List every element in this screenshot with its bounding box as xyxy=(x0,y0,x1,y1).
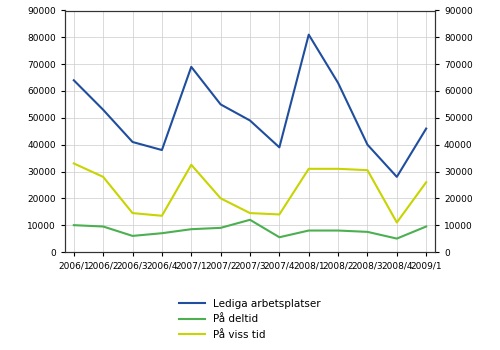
På viss tid xyxy=(247,211,253,215)
På deltid xyxy=(364,230,370,234)
På deltid xyxy=(218,226,224,230)
På viss tid xyxy=(71,161,77,166)
Lediga arbetsplatser xyxy=(159,148,165,152)
På viss tid xyxy=(276,212,282,217)
Lediga arbetsplatser xyxy=(423,126,429,131)
Lediga arbetsplatser xyxy=(100,108,106,112)
Lediga arbetsplatser xyxy=(394,175,400,179)
På deltid xyxy=(276,235,282,239)
Lediga arbetsplatser xyxy=(218,102,224,106)
På viss tid xyxy=(100,175,106,179)
På deltid xyxy=(188,227,194,231)
På viss tid xyxy=(423,180,429,184)
Lediga arbetsplatser xyxy=(247,118,253,122)
På deltid xyxy=(130,234,136,238)
På viss tid xyxy=(394,220,400,225)
På viss tid xyxy=(188,163,194,167)
Lediga arbetsplatser xyxy=(130,140,136,144)
Lediga arbetsplatser xyxy=(71,78,77,82)
På deltid xyxy=(394,237,400,241)
Line: På deltid: På deltid xyxy=(74,220,426,239)
På viss tid xyxy=(306,167,312,171)
Lediga arbetsplatser xyxy=(335,81,341,85)
På deltid xyxy=(335,229,341,233)
På viss tid xyxy=(130,211,136,215)
På deltid xyxy=(306,229,312,233)
På deltid xyxy=(100,224,106,229)
På deltid xyxy=(159,231,165,235)
Lediga arbetsplatser xyxy=(188,65,194,69)
På viss tid xyxy=(364,168,370,172)
På viss tid xyxy=(159,214,165,218)
På viss tid xyxy=(335,167,341,171)
På deltid xyxy=(423,224,429,229)
Line: På viss tid: På viss tid xyxy=(74,163,426,223)
Lediga arbetsplatser xyxy=(306,33,312,37)
På viss tid xyxy=(218,196,224,201)
Legend: Lediga arbetsplatser, På deltid, På viss tid: Lediga arbetsplatser, På deltid, På viss… xyxy=(174,294,326,345)
På deltid xyxy=(71,223,77,227)
Line: Lediga arbetsplatser: Lediga arbetsplatser xyxy=(74,35,426,177)
Lediga arbetsplatser xyxy=(276,145,282,149)
Lediga arbetsplatser xyxy=(364,142,370,147)
På deltid xyxy=(247,218,253,222)
